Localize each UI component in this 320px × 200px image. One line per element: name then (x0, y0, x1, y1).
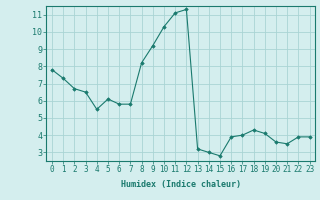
X-axis label: Humidex (Indice chaleur): Humidex (Indice chaleur) (121, 180, 241, 189)
